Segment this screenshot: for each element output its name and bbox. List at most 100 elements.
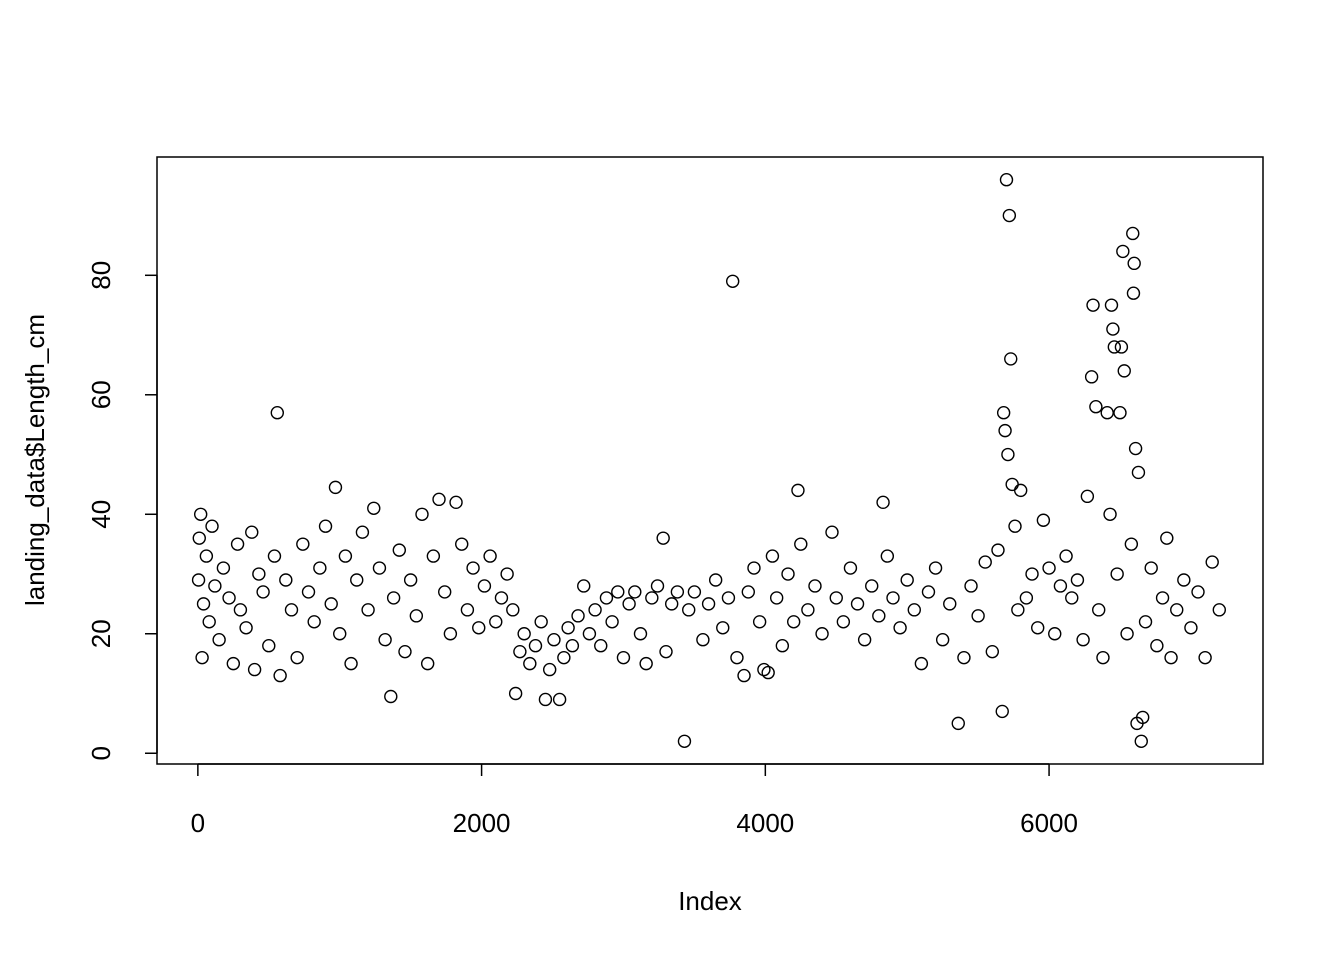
point	[296, 537, 310, 551]
point	[307, 615, 321, 629]
point	[971, 609, 985, 623]
point	[338, 549, 353, 563]
point	[998, 423, 1012, 438]
point	[1036, 513, 1051, 527]
point	[928, 561, 943, 575]
point	[1059, 549, 1073, 563]
point	[403, 573, 418, 587]
point	[605, 615, 619, 629]
y-tick-label: 80	[86, 261, 116, 290]
point	[716, 621, 730, 635]
point	[737, 668, 751, 683]
y-axis-label: landing_data$Length_cm	[20, 314, 50, 606]
point	[1116, 244, 1130, 259]
point	[1084, 370, 1099, 384]
point	[741, 585, 756, 599]
point	[523, 656, 537, 671]
point	[230, 537, 245, 551]
point	[850, 597, 865, 611]
point	[765, 549, 780, 563]
point	[721, 591, 736, 605]
point	[1155, 591, 1170, 605]
point	[825, 525, 839, 539]
point	[426, 549, 441, 563]
point	[1070, 573, 1085, 587]
x-tick-label: 6000	[1020, 808, 1078, 838]
point	[708, 573, 723, 587]
point	[193, 507, 208, 521]
point	[472, 621, 486, 635]
point	[616, 650, 631, 665]
point	[1128, 441, 1143, 456]
point	[301, 585, 316, 599]
point	[273, 668, 287, 683]
point	[957, 650, 971, 665]
point	[757, 662, 771, 677]
point	[1144, 561, 1158, 575]
point	[192, 531, 206, 545]
point	[794, 537, 808, 551]
point	[577, 579, 591, 593]
point	[599, 591, 614, 605]
point	[344, 656, 358, 671]
point	[985, 644, 1000, 659]
point	[696, 633, 710, 647]
point	[761, 665, 775, 680]
point	[1184, 621, 1198, 635]
y-tick-label: 20	[86, 619, 116, 648]
point	[808, 579, 822, 593]
point	[995, 704, 1009, 719]
point	[872, 609, 886, 623]
point	[205, 519, 219, 533]
point	[1135, 710, 1150, 725]
point	[455, 537, 469, 551]
point	[506, 603, 520, 617]
point	[687, 585, 702, 599]
point	[951, 716, 965, 731]
point	[900, 573, 914, 587]
point	[409, 609, 424, 623]
point	[1005, 477, 1019, 492]
point	[781, 567, 795, 581]
point	[1001, 447, 1015, 462]
point	[318, 519, 333, 533]
point	[645, 591, 659, 605]
point	[775, 639, 790, 653]
point	[324, 597, 338, 611]
plot-box	[156, 156, 1264, 765]
point	[1107, 340, 1122, 354]
point	[245, 525, 259, 539]
point	[1086, 298, 1100, 312]
point	[815, 627, 829, 641]
point	[914, 656, 929, 671]
point	[284, 603, 299, 617]
point	[1212, 603, 1227, 617]
point	[538, 692, 553, 707]
point	[1031, 621, 1045, 635]
point	[262, 639, 276, 653]
point	[1170, 603, 1184, 617]
point	[622, 597, 636, 611]
point	[438, 585, 452, 599]
point	[1025, 567, 1039, 581]
point	[483, 549, 497, 563]
point	[1076, 633, 1090, 647]
point	[594, 639, 608, 653]
point	[191, 573, 206, 587]
point	[801, 603, 815, 617]
point	[1126, 226, 1140, 241]
point	[1100, 406, 1114, 420]
y-tick-label: 40	[86, 500, 116, 529]
point	[196, 597, 211, 611]
point	[252, 567, 266, 581]
point	[650, 579, 665, 593]
point	[880, 549, 895, 563]
point	[1126, 286, 1141, 300]
point	[313, 561, 327, 575]
point	[1019, 591, 1034, 605]
point	[886, 591, 900, 605]
point	[639, 656, 653, 671]
point	[633, 627, 648, 641]
point	[670, 585, 685, 599]
point	[677, 734, 692, 748]
